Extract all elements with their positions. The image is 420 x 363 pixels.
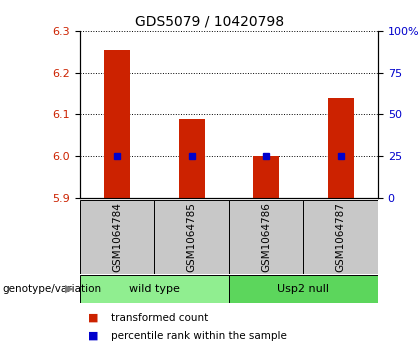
Bar [253,156,279,198]
Text: GSM1064786: GSM1064786 [261,202,271,272]
Text: GSM1064784: GSM1064784 [112,202,122,272]
Text: transformed count: transformed count [111,313,209,323]
Text: ■: ■ [88,313,99,323]
Text: genotype/variation: genotype/variation [2,284,101,294]
Text: ▶: ▶ [65,284,73,294]
Bar [328,98,354,198]
Text: GDS5079 / 10420798: GDS5079 / 10420798 [135,15,285,29]
Text: percentile rank within the sample: percentile rank within the sample [111,331,287,341]
Text: ■: ■ [88,331,99,341]
Text: wild type: wild type [129,284,180,294]
Bar [154,200,229,274]
Bar [229,200,303,274]
Bar [80,200,154,274]
Text: Usp2 null: Usp2 null [278,284,329,294]
Bar [178,118,205,198]
Text: GSM1064787: GSM1064787 [336,202,346,272]
Bar [303,200,378,274]
Bar [80,275,229,303]
Bar [104,50,130,198]
Text: GSM1064785: GSM1064785 [186,202,197,272]
Bar [229,275,378,303]
